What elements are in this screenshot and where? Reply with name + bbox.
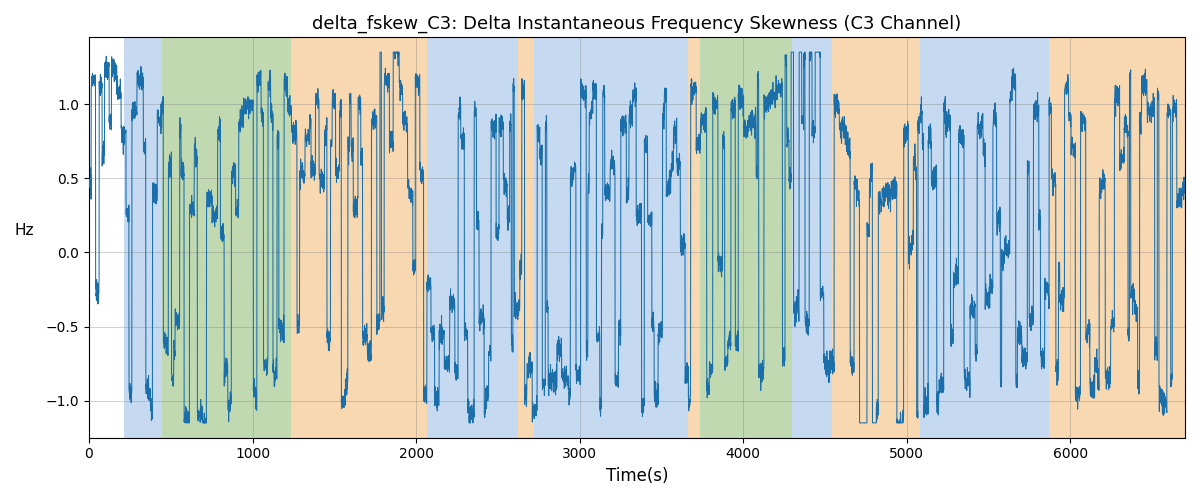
- Bar: [89, 38, 124, 438]
- Bar: [427, 38, 517, 438]
- Bar: [700, 38, 792, 438]
- Bar: [124, 38, 162, 438]
- Bar: [162, 38, 290, 438]
- Bar: [792, 38, 832, 438]
- Bar: [290, 38, 427, 438]
- Bar: [832, 38, 920, 438]
- Title: delta_fskew_C3: Delta Instantaneous Frequency Skewness (C3 Channel): delta_fskew_C3: Delta Instantaneous Freq…: [312, 15, 961, 34]
- Bar: [517, 38, 534, 438]
- Bar: [920, 38, 1049, 438]
- Bar: [534, 38, 688, 438]
- Bar: [688, 38, 700, 438]
- Y-axis label: Hz: Hz: [14, 222, 35, 238]
- Bar: [1049, 38, 1186, 438]
- X-axis label: Time(s): Time(s): [606, 467, 668, 485]
